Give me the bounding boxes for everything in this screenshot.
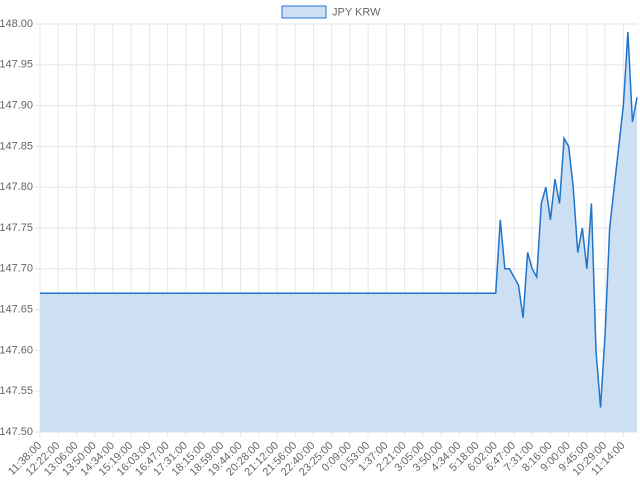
y-tick-label: 147.90 — [0, 100, 33, 112]
y-tick-label: 147.50 — [0, 426, 33, 438]
y-tick-label: 147.85 — [0, 140, 33, 152]
area-fill — [40, 32, 637, 432]
y-tick-label: 147.55 — [0, 385, 33, 397]
y-tick-label: 147.75 — [0, 222, 33, 234]
y-tick-label: 147.65 — [0, 304, 33, 316]
y-tick-label: 147.95 — [0, 59, 33, 71]
y-tick-label: 147.60 — [0, 344, 33, 356]
y-tick-label: 148.00 — [0, 18, 33, 30]
line — [40, 32, 638, 408]
y-tick-label: 147.70 — [0, 263, 33, 275]
legend-label: JPY KRW — [332, 6, 381, 18]
y-tick-label: 147.80 — [0, 181, 33, 193]
legend-swatch — [281, 5, 327, 19]
